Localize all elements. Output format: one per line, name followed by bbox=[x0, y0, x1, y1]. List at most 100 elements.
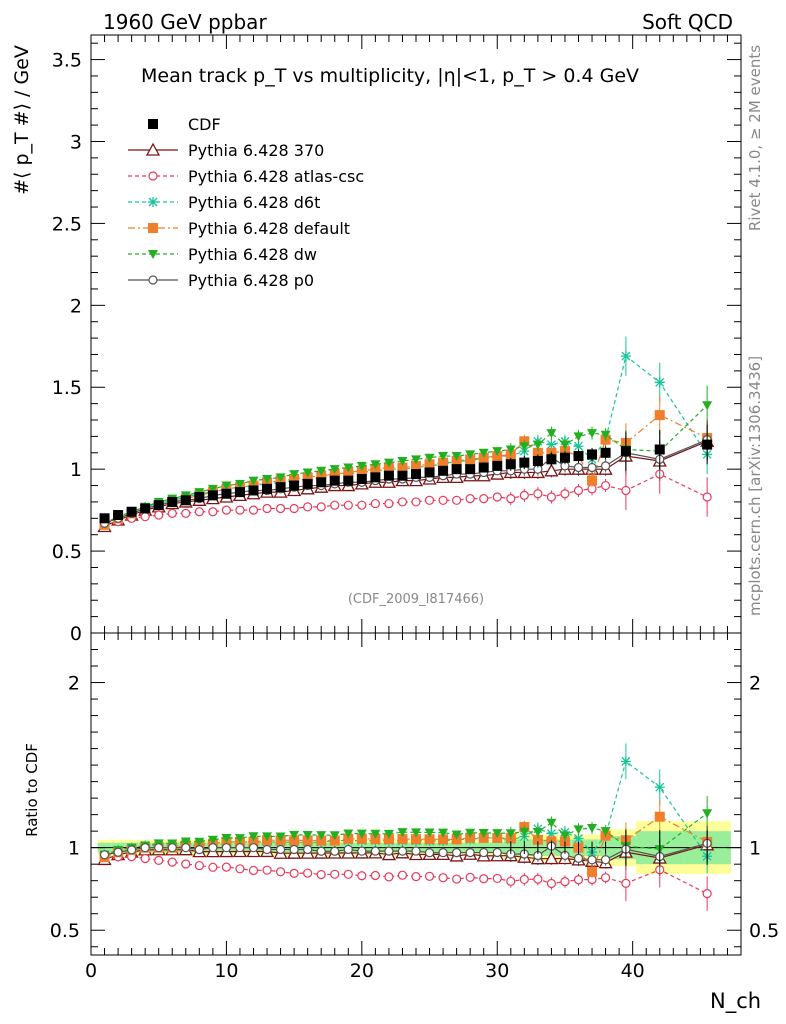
ratio-point bbox=[465, 848, 475, 858]
data-point bbox=[302, 468, 313, 478]
legend-label: CDF bbox=[188, 115, 221, 134]
ratio-point bbox=[181, 859, 191, 869]
data-point bbox=[330, 500, 340, 510]
data-point bbox=[452, 495, 462, 505]
ratio-tick-label-right: 1 bbox=[749, 838, 761, 860]
data-point bbox=[438, 495, 448, 505]
data-point bbox=[492, 460, 503, 471]
legend-marker bbox=[145, 142, 161, 156]
ratio-series-pythia-6-428-dw bbox=[99, 795, 713, 867]
ratio-point bbox=[546, 818, 557, 828]
ratio-point bbox=[140, 853, 150, 864]
ratio-plot-frame bbox=[90, 632, 742, 956]
series-pythia-6-428-dw bbox=[99, 385, 713, 529]
ratio-point bbox=[235, 843, 245, 853]
ratio-point bbox=[302, 830, 313, 840]
data-point bbox=[424, 467, 435, 478]
ratio-y-axis-label: Ratio to CDF bbox=[23, 743, 41, 837]
data-point bbox=[356, 461, 367, 471]
ratio-point bbox=[289, 844, 299, 855]
data-point bbox=[248, 485, 259, 496]
y-tick-label: 2 bbox=[70, 295, 82, 317]
ratio-series-group bbox=[97, 743, 715, 911]
legend-marker bbox=[148, 250, 158, 259]
legend-marker bbox=[148, 223, 158, 233]
ratio-point bbox=[438, 828, 449, 838]
ratio-point bbox=[544, 851, 559, 865]
ratio-point bbox=[248, 836, 259, 847]
data-point bbox=[207, 490, 218, 501]
ratio-point bbox=[167, 843, 177, 853]
ratio-point bbox=[573, 833, 584, 844]
main-series-group bbox=[97, 336, 715, 533]
ratio-point bbox=[221, 862, 232, 872]
ratio-point bbox=[465, 828, 476, 838]
data-point bbox=[587, 449, 598, 460]
data-point bbox=[140, 503, 151, 514]
ratio-point bbox=[357, 871, 367, 881]
legend-label: Pythia 6.428 p0 bbox=[188, 271, 314, 290]
ratio-point bbox=[113, 847, 123, 857]
data-point bbox=[194, 492, 205, 503]
data-point bbox=[167, 496, 178, 507]
data-point bbox=[587, 462, 597, 473]
data-point bbox=[370, 472, 381, 483]
data-point bbox=[208, 507, 218, 517]
ratio-point bbox=[438, 848, 448, 858]
ratio-point bbox=[519, 874, 529, 885]
ratio-point bbox=[397, 828, 408, 838]
data-point bbox=[424, 459, 435, 470]
data-point bbox=[207, 484, 218, 494]
data-point bbox=[411, 460, 421, 471]
ratio-point bbox=[221, 833, 232, 843]
ratio-point bbox=[621, 878, 631, 888]
ratio-point bbox=[235, 864, 245, 874]
series-cdf bbox=[99, 424, 713, 524]
data-point bbox=[383, 470, 394, 481]
ratio-tick-label: 0.5 bbox=[50, 920, 80, 942]
ratio-point bbox=[275, 832, 286, 842]
data-point bbox=[234, 479, 245, 489]
data-point bbox=[221, 505, 232, 515]
x-tick-label: 10 bbox=[214, 960, 238, 982]
ratio-point bbox=[424, 848, 435, 858]
ratio-point bbox=[573, 853, 584, 863]
ratio-point bbox=[532, 827, 543, 837]
ratio-point bbox=[180, 837, 191, 847]
ratio-point bbox=[492, 829, 503, 839]
main-plot-frame bbox=[90, 34, 742, 634]
data-point bbox=[519, 442, 530, 452]
ratio-point bbox=[573, 875, 584, 885]
ratio-plot-panel: 0 10 20 30 40 0.5 0.5 1 1 2 2 Ratio to CDF N_ch bbox=[23, 632, 779, 1014]
ratio-point bbox=[181, 843, 191, 853]
data-point bbox=[167, 508, 177, 519]
x-tick-label: 0 bbox=[85, 960, 97, 982]
ratio-point bbox=[492, 847, 502, 858]
legend-label: Pythia 6.428 default bbox=[188, 219, 350, 238]
ratio-point bbox=[370, 870, 380, 881]
ratio-point bbox=[234, 834, 245, 844]
legend-marker bbox=[148, 197, 158, 207]
legend-marker bbox=[148, 171, 158, 181]
ratio-point bbox=[479, 847, 489, 858]
data-point bbox=[424, 495, 435, 505]
ratio-point bbox=[411, 834, 421, 845]
data-point bbox=[438, 452, 449, 462]
data-point bbox=[465, 464, 476, 475]
data-point bbox=[451, 464, 462, 475]
data-point bbox=[587, 475, 598, 486]
data-point bbox=[465, 450, 476, 460]
ratio-point bbox=[397, 846, 408, 856]
ratio-point bbox=[221, 843, 232, 853]
ratio-point bbox=[424, 834, 435, 845]
x-tick-label: 20 bbox=[350, 960, 374, 982]
data-point bbox=[180, 495, 191, 506]
legend-item: CDF bbox=[148, 115, 221, 134]
data-point bbox=[702, 439, 713, 450]
ratio-point bbox=[654, 811, 665, 822]
ratio-point bbox=[262, 844, 272, 855]
data-point bbox=[506, 494, 516, 504]
ratio-point bbox=[533, 874, 543, 884]
data-point bbox=[343, 500, 353, 510]
ratio-point bbox=[702, 809, 713, 819]
